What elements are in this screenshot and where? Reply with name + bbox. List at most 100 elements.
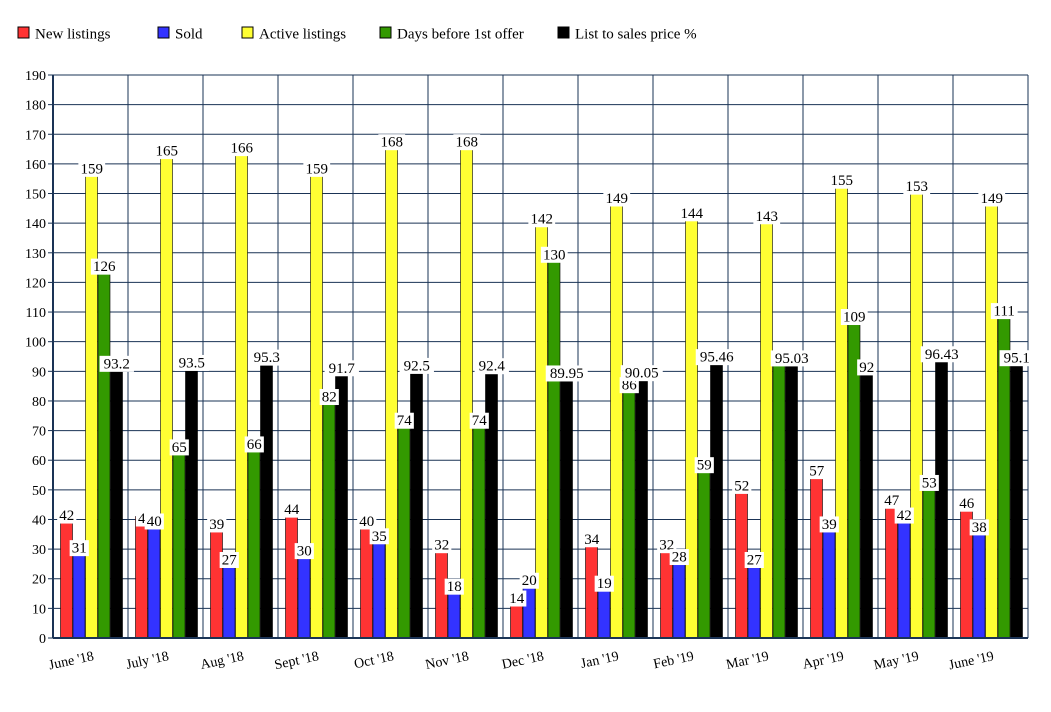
data-label-list-to-sales-price-apr-19: 92 <box>859 360 874 376</box>
bar-active-listings-feb-19 <box>685 211 698 639</box>
bar-days-before-1st-offer-sept-18 <box>322 394 336 639</box>
data-label-bg <box>840 309 868 326</box>
data-label-new-listings-nov-18: 32 <box>434 538 449 554</box>
data-label-new-listings-jan-19: 34 <box>584 532 600 548</box>
bar-active-listings-mar-19 <box>760 213 773 639</box>
y-tick-label: 60 <box>32 454 46 469</box>
data-label-bg <box>432 537 452 554</box>
bar-list-to-sales-price-oct-18 <box>410 363 423 639</box>
data-label-active-listings-june-18: 159 <box>81 161 104 177</box>
legend-swatch-days-before-1st-offer <box>379 26 392 39</box>
data-label-bg <box>144 513 164 530</box>
data-label-bg <box>394 412 414 429</box>
data-label-bg <box>540 246 568 263</box>
y-tick-label: 0 <box>39 632 46 647</box>
bar-sold-mar-19 <box>747 557 761 639</box>
x-tick-label-aug-18: Aug '18 <box>199 649 245 673</box>
bar-active-listings-apr-19 <box>835 178 848 639</box>
data-label-bg <box>135 510 148 527</box>
x-tick-label-oct-18: Oct '18 <box>353 649 395 672</box>
bar-days-before-1st-offer-may-19 <box>922 480 936 639</box>
data-label-bg <box>990 303 1018 320</box>
data-label-sold-may-19: 42 <box>897 508 912 524</box>
data-label-new-listings-june-19: 46 <box>959 496 975 512</box>
data-label-new-listings-may-19: 47 <box>884 493 900 509</box>
data-label-bg <box>78 160 106 177</box>
bar-sold-apr-19 <box>822 522 836 639</box>
y-tick-label: 90 <box>32 365 46 380</box>
data-label-sold-sept-18: 30 <box>297 544 312 560</box>
data-label-sold-apr-19: 39 <box>822 517 837 533</box>
bar-list-to-sales-price-jan-19 <box>635 370 648 639</box>
data-label-sold-mar-19: 27 <box>747 552 763 568</box>
x-tick-label-june-18: June '18 <box>48 649 96 673</box>
data-label-bg <box>753 208 781 225</box>
data-label-active-listings-aug-18: 166 <box>231 141 254 157</box>
data-label-bg <box>324 360 359 377</box>
x-tick-label-jan-19: Jan '19 <box>579 649 620 672</box>
bar-active-listings-oct-18 <box>385 139 398 639</box>
data-label-bg <box>228 140 256 157</box>
data-label-list-to-sales-price-mar-19: 95.03 <box>775 351 809 367</box>
data-label-bg <box>399 357 434 374</box>
data-label-days-before-1st-offer-oct-18: 74 <box>397 413 413 429</box>
data-label-active-listings-mar-19: 143 <box>756 209 779 225</box>
data-label-list-to-sales-price-june-19: 95.1 <box>1004 351 1030 367</box>
y-tick-label: 40 <box>32 513 46 528</box>
data-label-bg <box>474 358 509 375</box>
bar-list-to-sales-price-june-18 <box>110 361 123 639</box>
data-label-list-to-sales-price-may-19: 96.43 <box>925 347 959 363</box>
data-label-days-before-1st-offer-july-18: 65 <box>172 440 187 456</box>
data-label-active-listings-july-18: 165 <box>156 144 179 160</box>
data-label-days-before-1st-offer-sept-18: 82 <box>322 390 337 406</box>
data-label-new-listings-july-18: 4 <box>138 511 146 527</box>
y-tick-label: 160 <box>25 158 46 173</box>
bar-list-to-sales-price-aug-18 <box>260 355 273 639</box>
bar-days-before-1st-offer-nov-18 <box>472 418 486 639</box>
data-label-bg <box>882 492 902 509</box>
data-label-bg <box>174 354 209 371</box>
legend: New listings Sold Active listings Days befo… <box>17 26 697 43</box>
data-label-list-to-sales-price-nov-18: 92.4 <box>479 359 506 375</box>
legend-label-days-before-1st-offer: Days before 1st offer <box>397 27 524 43</box>
data-label-active-listings-apr-19: 155 <box>831 173 854 189</box>
x-tick-label-may-19: May '19 <box>873 649 921 673</box>
data-label-bg <box>857 359 877 376</box>
bar-active-listings-nov-18 <box>460 139 473 639</box>
data-label-list-to-sales-price-feb-19: 95.46 <box>700 350 734 366</box>
legend-swatch-new-listings <box>17 26 30 39</box>
data-label-days-before-1st-offer-may-19: 53 <box>922 475 937 491</box>
data-label-sold-june-18: 31 <box>72 541 87 557</box>
data-label-list-to-sales-price-aug-18: 95.3 <box>254 350 280 366</box>
bar-list-to-sales-price-feb-19 <box>710 354 723 639</box>
data-label-list-to-sales-price-sept-18: 91.7 <box>329 361 356 377</box>
x-tick-label-june-19: June '19 <box>948 649 996 673</box>
legend-swatch-list-to-sales-price <box>557 26 570 39</box>
data-label-sold-jan-19: 19 <box>597 576 612 592</box>
data-label-bg <box>378 134 406 151</box>
legend-label-new-listings: New listings <box>35 27 111 43</box>
data-label-bg <box>90 258 118 275</box>
x-tick-label-dec-18: Dec '18 <box>501 649 546 673</box>
bar-sold-aug-18 <box>222 557 236 639</box>
bar-active-listings-june-19 <box>985 196 998 639</box>
data-label-bg <box>249 349 284 366</box>
data-label-bg <box>619 377 639 394</box>
data-label-bg <box>819 516 839 533</box>
data-label-bg <box>919 474 939 491</box>
data-label-days-before-1st-offer-aug-18: 66 <box>247 437 263 453</box>
data-label-list-to-sales-price-july-18: 93.5 <box>179 355 205 371</box>
y-tick-label: 130 <box>25 247 46 262</box>
data-label-bg <box>169 439 189 456</box>
data-label-days-before-1st-offer-feb-19: 59 <box>697 458 712 474</box>
data-label-active-listings-oct-18: 168 <box>381 135 404 151</box>
bar-list-to-sales-price-june-19 <box>1010 355 1023 639</box>
bar-days-before-1st-offer-feb-19 <box>697 462 711 639</box>
bar-list-to-sales-price-july-18 <box>185 360 198 639</box>
legend-swatch-sold <box>157 26 170 39</box>
data-label-days-before-1st-offer-apr-19: 109 <box>843 310 866 326</box>
data-label-active-listings-june-19: 149 <box>981 191 1004 207</box>
bar-active-listings-july-18 <box>160 148 173 639</box>
